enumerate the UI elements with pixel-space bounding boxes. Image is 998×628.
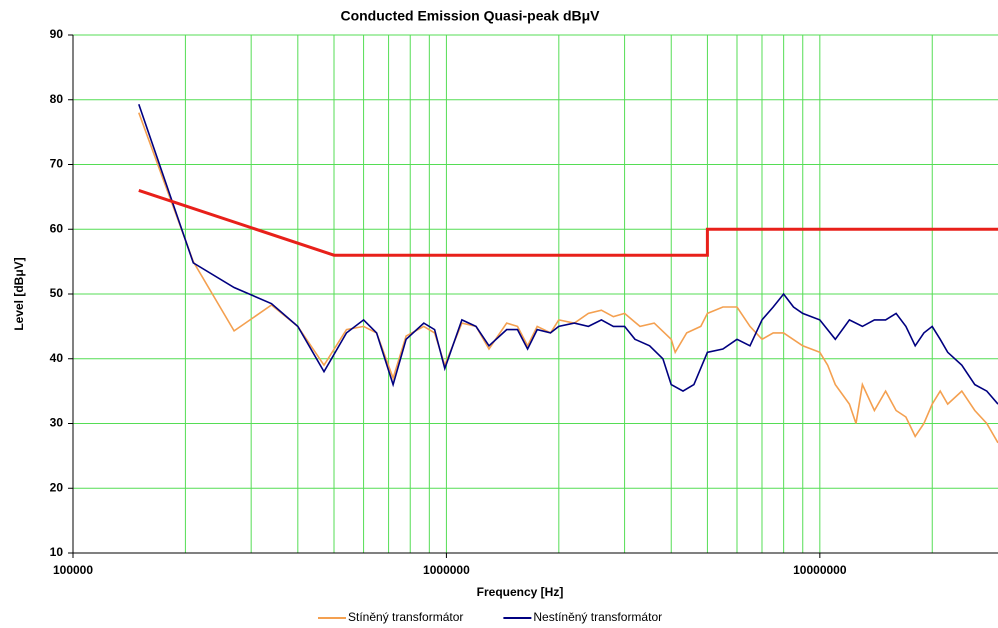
y-tick-label: 60 — [50, 221, 64, 235]
series-line — [138, 112, 998, 444]
chart-title: Conducted Emission Quasi-peak dBμV — [340, 8, 600, 24]
y-tick-label: 80 — [50, 92, 64, 106]
y-tick-label: 30 — [50, 416, 64, 430]
x-tick-label: 1000000 — [423, 563, 470, 577]
limit-line — [138, 188, 998, 257]
y-tick-label: 20 — [50, 480, 64, 494]
y-tick-label: 40 — [50, 351, 64, 365]
y-tick-label: 50 — [50, 286, 64, 300]
x-tick-label: 10000000 — [793, 563, 847, 577]
y-tick-label: 10 — [50, 545, 64, 559]
y-axis-label: Level [dBμV] — [12, 257, 26, 330]
x-tick-label: 100000 — [53, 563, 93, 577]
legend-label: Nestíněný transformátor — [533, 610, 662, 624]
series-line — [138, 104, 998, 405]
x-axis-label: Frequency [Hz] — [477, 585, 564, 599]
legend: Stíněný transformátor Nestíněný transform… — [318, 610, 662, 624]
y-tick-label: 90 — [50, 27, 64, 41]
y-tick-label: 70 — [50, 157, 64, 171]
legend-label: Stíněný transformátor — [348, 610, 463, 624]
